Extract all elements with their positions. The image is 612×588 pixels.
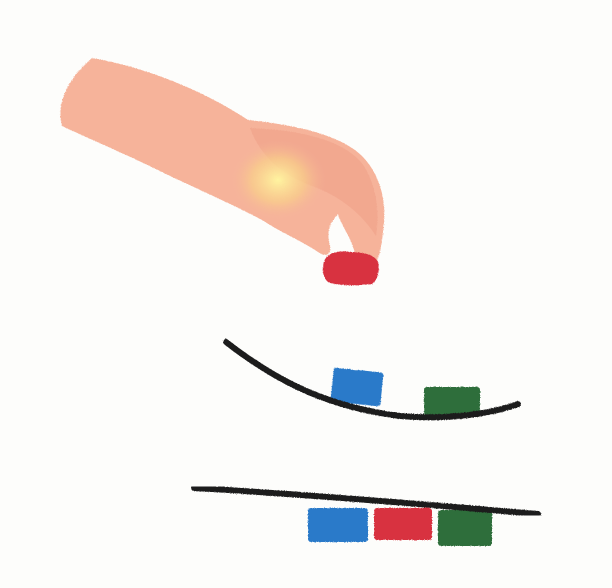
red-block-straight — [374, 508, 432, 540]
blue-block-curved — [330, 367, 384, 407]
palm-highlight — [230, 140, 326, 220]
curved-track-group — [223, 339, 521, 421]
straight-track-group — [191, 485, 541, 546]
curved-track-line — [223, 339, 521, 421]
red-block-held — [322, 251, 379, 286]
green-block-curved — [424, 387, 480, 417]
straight-track-line — [191, 485, 541, 517]
hand — [60, 58, 385, 267]
blue-block-straight — [308, 508, 368, 542]
hand-skin — [60, 58, 385, 267]
green-block-straight — [438, 510, 492, 546]
